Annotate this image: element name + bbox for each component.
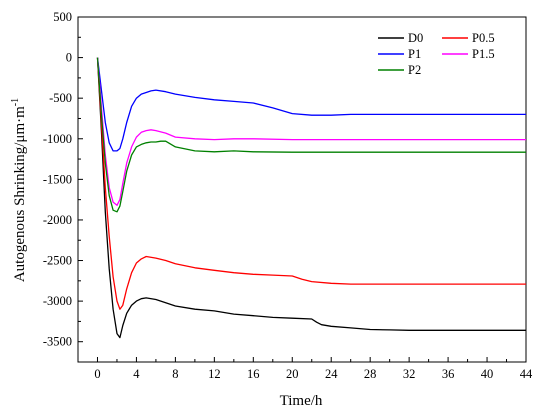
y-tick-label: -3000: [43, 294, 72, 308]
legend-label-p1: P1: [408, 47, 421, 61]
x-tick-label: 16: [247, 367, 260, 381]
y-axis-title: Autogenous Shrinking/μm·m-1: [10, 98, 28, 282]
x-tick-label: 20: [286, 367, 299, 381]
y-tick-label: -500: [49, 91, 72, 105]
x-tick-label: 32: [403, 367, 416, 381]
x-axis-title: Time/h: [280, 393, 323, 409]
y-tick-label: -1000: [43, 132, 72, 146]
x-tick-label: 4: [133, 367, 140, 381]
series-layer: [96, 57, 526, 339]
series-line-p1: [96, 57, 526, 152]
x-tick-label: 28: [364, 367, 377, 381]
series-line-p0-5: [96, 57, 526, 310]
series-line-d0: [96, 57, 526, 339]
ticks-layer: 0 4 8 12 16 20 24 28 32 36 40 44 500 0 -500 -1000 -1500 -…: [43, 10, 533, 381]
x-tick-label: 44: [520, 367, 533, 381]
y-tick-label: -1500: [43, 172, 72, 186]
series-line-p2: [96, 57, 526, 213]
y-tick-label: -2500: [43, 254, 72, 268]
y-tick-label: -3500: [43, 335, 72, 349]
y-tick-label: 500: [53, 10, 72, 24]
y-tick-label: 0: [66, 51, 72, 65]
x-tick-label: 36: [442, 367, 455, 381]
legend-label-d0: D0: [408, 31, 423, 45]
legend-label-p1-5: P1.5: [472, 47, 495, 61]
x-tick-label: 12: [208, 367, 221, 381]
series-line-p1-5: [96, 57, 526, 206]
y-tick-label: -2000: [43, 213, 72, 227]
x-tick-label: 0: [94, 367, 100, 381]
y-axis-title-text: Autogenous Shrinking/μm·m: [12, 106, 28, 282]
x-tick-label: 8: [172, 367, 178, 381]
plot-frame: [77, 16, 527, 363]
legend-label-p0-5: P0.5: [472, 31, 495, 45]
plot-border: [77, 16, 527, 363]
x-tick-label: 24: [325, 367, 338, 381]
x-tick-label: 40: [481, 367, 494, 381]
legend: D0 P0.5 P1 P1.5 P2: [378, 31, 495, 77]
y-axis-title-superscript: -1: [10, 98, 21, 106]
legend-label-p2: P2: [408, 63, 421, 77]
